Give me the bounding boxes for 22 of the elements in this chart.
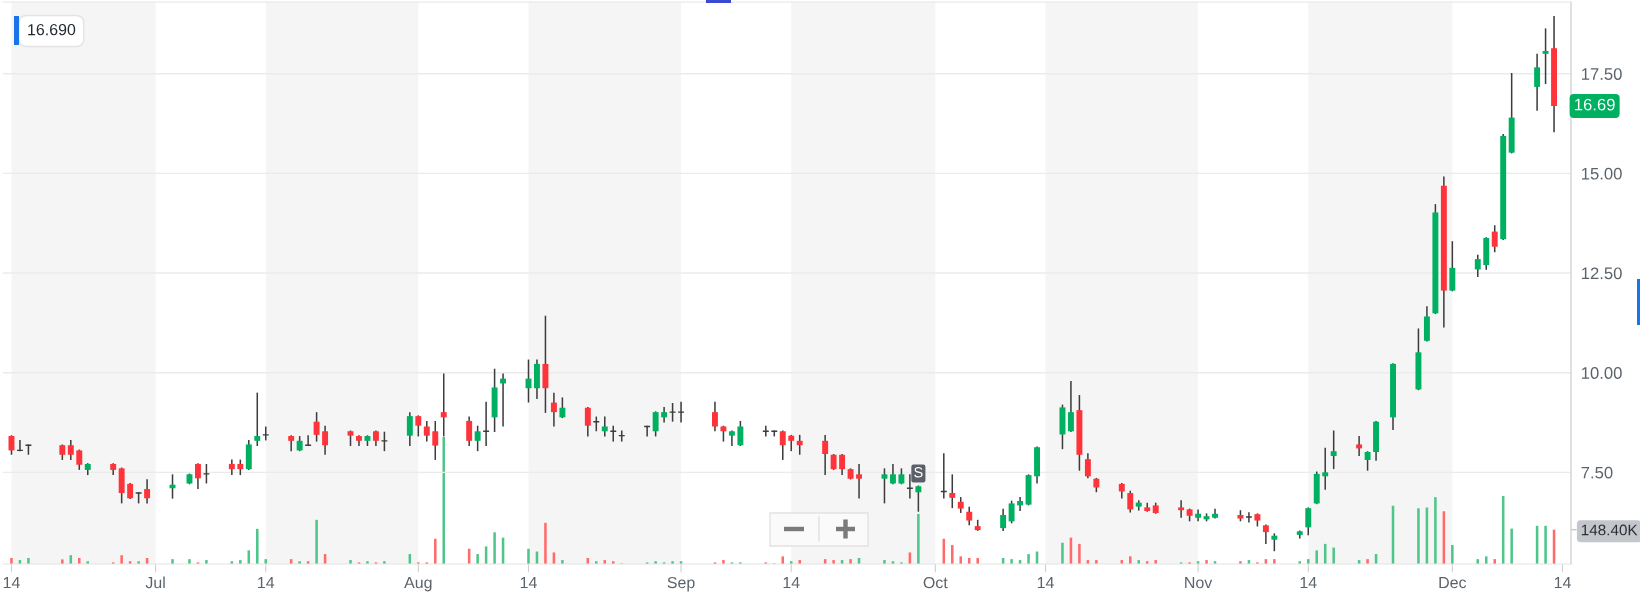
x-tick-label: 14 [3, 577, 20, 589]
x-tick-label: Nov [1185, 577, 1213, 589]
x-tick-label: 14 [783, 577, 800, 589]
y-tick-label: 15.00 [1581, 167, 1622, 180]
x-tick-label: 14 [520, 577, 537, 589]
x-tick-label: 14 [1554, 577, 1571, 589]
x-tick-label: Sep [667, 576, 695, 592]
y-tick-label: 17.50 [1581, 68, 1622, 80]
x-tick-label: 14 [258, 577, 275, 589]
x-tick-label: Dec [1439, 577, 1467, 589]
annotation: 16.69 [1575, 98, 1615, 111]
x-tick-label: Aug [404, 577, 432, 592]
x-tick-label: Jul [145, 576, 165, 589]
annotation: S [914, 467, 923, 478]
annotation: 16.690 [28, 23, 76, 36]
x-tick-label: 14 [1037, 577, 1054, 589]
y-tick-label: 12.50 [1581, 267, 1622, 280]
x-tick-label: Oct [923, 576, 948, 589]
y-tick-label: 10.00 [1581, 367, 1622, 379]
x-tick-label: 14 [1300, 577, 1317, 589]
y-tick-label: 7.50 [1581, 466, 1613, 479]
y2-tick-label: 148.40K [1581, 524, 1638, 536]
